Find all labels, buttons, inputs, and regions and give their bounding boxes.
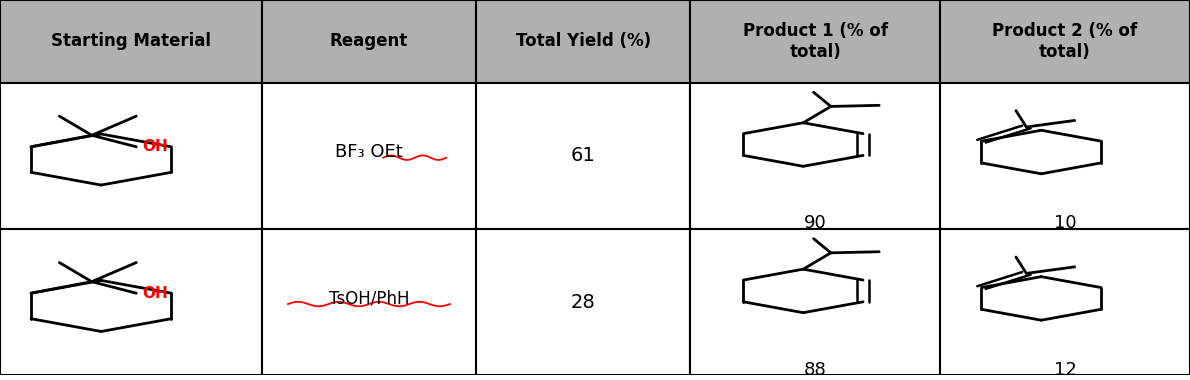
FancyBboxPatch shape bbox=[690, 82, 940, 229]
FancyBboxPatch shape bbox=[690, 229, 940, 375]
FancyBboxPatch shape bbox=[0, 229, 262, 375]
FancyBboxPatch shape bbox=[940, 229, 1190, 375]
Text: 10: 10 bbox=[1053, 214, 1077, 232]
Text: 90: 90 bbox=[803, 214, 827, 232]
Text: 61: 61 bbox=[571, 146, 595, 165]
FancyBboxPatch shape bbox=[262, 82, 476, 229]
Text: BF₃ OEt: BF₃ OEt bbox=[336, 143, 402, 161]
FancyBboxPatch shape bbox=[476, 82, 690, 229]
Text: 12: 12 bbox=[1053, 361, 1077, 379]
Text: 88: 88 bbox=[803, 361, 827, 379]
Text: Reagent: Reagent bbox=[330, 32, 408, 50]
FancyBboxPatch shape bbox=[0, 82, 262, 229]
FancyBboxPatch shape bbox=[476, 0, 690, 82]
Text: Starting Material: Starting Material bbox=[51, 32, 211, 50]
FancyBboxPatch shape bbox=[690, 0, 940, 82]
Text: TsOH/PhH: TsOH/PhH bbox=[328, 290, 409, 307]
Text: OH: OH bbox=[143, 139, 169, 154]
FancyBboxPatch shape bbox=[262, 0, 476, 82]
Text: OH: OH bbox=[143, 286, 169, 301]
FancyBboxPatch shape bbox=[476, 229, 690, 375]
Text: 28: 28 bbox=[571, 293, 595, 312]
FancyBboxPatch shape bbox=[262, 229, 476, 375]
FancyBboxPatch shape bbox=[940, 82, 1190, 229]
FancyBboxPatch shape bbox=[940, 0, 1190, 82]
Text: Product 1 (% of
total): Product 1 (% of total) bbox=[743, 22, 888, 61]
Text: Product 2 (% of
total): Product 2 (% of total) bbox=[992, 22, 1138, 61]
FancyBboxPatch shape bbox=[0, 0, 262, 82]
Text: Total Yield (%): Total Yield (%) bbox=[515, 32, 651, 50]
